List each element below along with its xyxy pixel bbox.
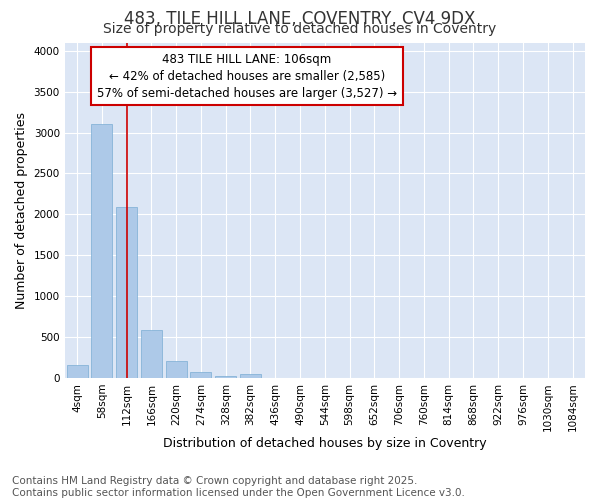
Y-axis label: Number of detached properties: Number of detached properties bbox=[15, 112, 28, 308]
Bar bbox=[215, 376, 236, 378]
Text: Size of property relative to detached houses in Coventry: Size of property relative to detached ho… bbox=[103, 22, 497, 36]
Bar bbox=[190, 372, 211, 378]
Text: Contains HM Land Registry data © Crown copyright and database right 2025.
Contai: Contains HM Land Registry data © Crown c… bbox=[12, 476, 465, 498]
Bar bbox=[116, 207, 137, 378]
Text: 483 TILE HILL LANE: 106sqm
← 42% of detached houses are smaller (2,585)
57% of s: 483 TILE HILL LANE: 106sqm ← 42% of deta… bbox=[97, 52, 397, 100]
Text: 483, TILE HILL LANE, COVENTRY, CV4 9DX: 483, TILE HILL LANE, COVENTRY, CV4 9DX bbox=[124, 10, 476, 28]
Bar bbox=[91, 124, 112, 378]
Bar bbox=[141, 330, 162, 378]
Bar bbox=[67, 366, 88, 378]
Bar bbox=[240, 374, 261, 378]
Bar bbox=[166, 361, 187, 378]
X-axis label: Distribution of detached houses by size in Coventry: Distribution of detached houses by size … bbox=[163, 437, 487, 450]
